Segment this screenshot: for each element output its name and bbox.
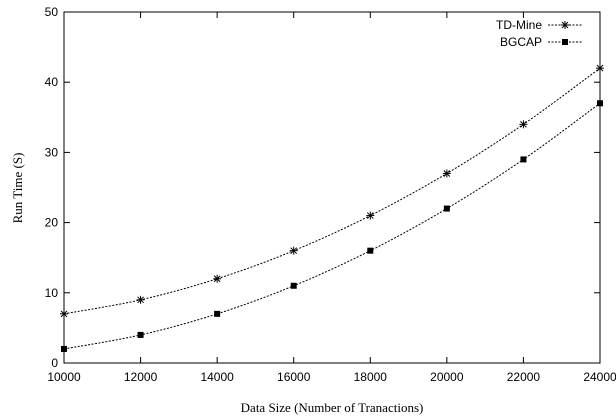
- x-tick-label: 24000: [583, 370, 616, 384]
- x-tick-label: 22000: [507, 370, 541, 384]
- data-point: [367, 247, 374, 254]
- legend-marker: [561, 21, 569, 29]
- data-point: [61, 345, 67, 352]
- data-point: [520, 156, 527, 163]
- data-point: [596, 64, 604, 73]
- series-line: [63, 67, 601, 315]
- legend-label: BGCAP: [500, 35, 542, 49]
- x-tick-label: 18000: [354, 370, 388, 384]
- data-point: [366, 211, 375, 220]
- series-line: [63, 102, 601, 350]
- y-axis-label: Run Time (S): [10, 153, 25, 224]
- y-tick-label: 0: [51, 356, 58, 370]
- plot-frame: [63, 11, 601, 364]
- data-point: [519, 120, 528, 129]
- data-point: [214, 310, 221, 317]
- legend-entry: TD-Mine: [496, 18, 582, 32]
- x-tick-label: 20000: [430, 370, 464, 384]
- y-tick-label: 50: [45, 5, 59, 19]
- tick-marks: [63, 11, 601, 364]
- legend-entry: BGCAP: [500, 35, 582, 49]
- legend-marker: [562, 39, 568, 45]
- data-point: [136, 295, 145, 304]
- x-tick-label: 16000: [277, 370, 311, 384]
- series-td-mine: [60, 64, 604, 318]
- x-tick-label: 14000: [200, 370, 234, 384]
- data-point: [597, 100, 603, 107]
- x-axis-label: Data Size (Number of Tranactions): [241, 400, 424, 415]
- y-tick-label: 10: [45, 286, 59, 300]
- data-point: [442, 169, 451, 178]
- legend: TD-Mine BGCAP: [496, 18, 582, 49]
- y-tick-label: 30: [45, 145, 59, 159]
- data-point: [60, 309, 68, 318]
- data-point: [290, 282, 297, 289]
- series-layer: [60, 64, 604, 352]
- data-point: [289, 246, 298, 255]
- y-tick-label: 40: [45, 75, 59, 89]
- series-bgcap: [61, 100, 603, 352]
- data-point: [137, 331, 144, 338]
- legend-label: TD-Mine: [496, 18, 542, 32]
- x-tick-label: 10000: [47, 370, 81, 384]
- tick-labels: 10000 12000 14000 16000 18000 20000 22000 24000…: [45, 5, 616, 384]
- data-point: [443, 205, 450, 212]
- data-point: [213, 274, 222, 283]
- y-tick-label: 20: [45, 216, 59, 230]
- x-tick-label: 12000: [124, 370, 158, 384]
